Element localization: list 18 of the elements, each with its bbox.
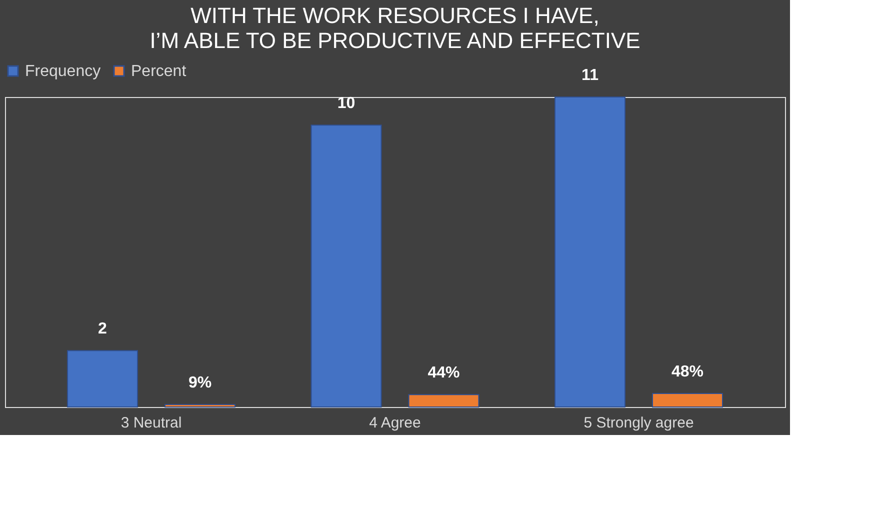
data-label: 44% (428, 364, 460, 382)
bar (164, 404, 236, 408)
bar (67, 350, 138, 408)
x-tick-label: 5 Strongly agree (584, 414, 694, 432)
data-label: 9% (188, 374, 212, 392)
bar (554, 96, 626, 408)
x-tick-label: 3 Neutral (120, 414, 182, 432)
bar (652, 392, 723, 408)
bar (408, 394, 480, 408)
chart-title: WITH THE WORK RESOURCES I HAVE, I’M ABLE TO BE PRODUCTIVE AND EFFECTIVE (150, 3, 640, 53)
data-label: 48% (671, 363, 704, 380)
legend-label: Percent (131, 63, 187, 80)
data-label: 11 (582, 67, 599, 84)
bar (310, 124, 382, 408)
data-label: 10 (337, 95, 356, 112)
legend-label: Frequency (25, 63, 101, 80)
data-label: 2 (98, 320, 108, 338)
x-tick-label: 4 Agree (369, 414, 421, 432)
